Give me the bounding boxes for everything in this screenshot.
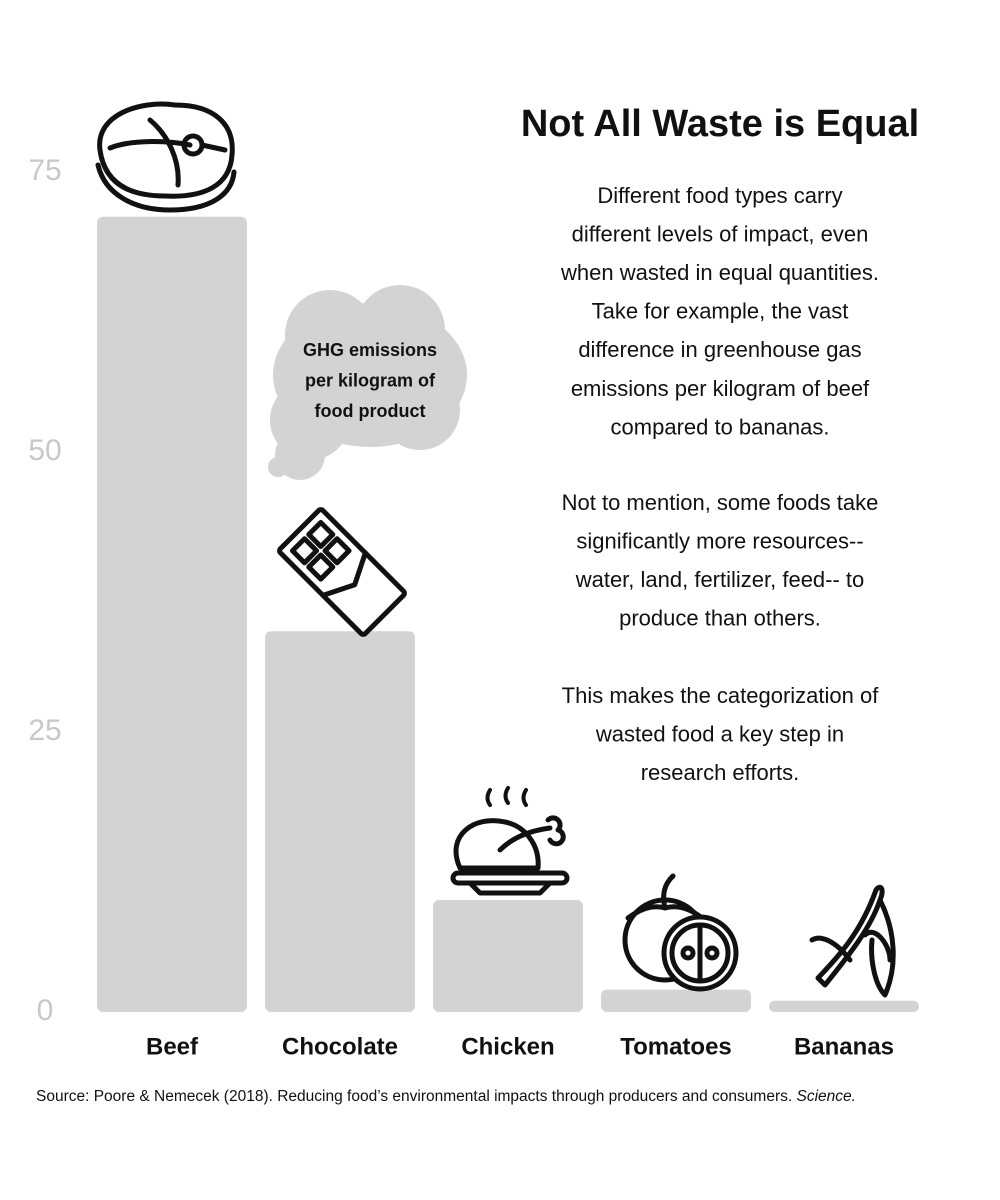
bars [97, 216, 919, 1013]
annotation-bubble [268, 285, 467, 480]
annotation-line: per kilogram of [305, 370, 436, 390]
y-tick-label: 25 [28, 714, 61, 747]
body-text: emissions per kilogram of beef [571, 376, 870, 401]
chocolate-icon [277, 507, 407, 637]
body-text: produce than others. [619, 606, 821, 631]
body-text: significantly more resources-- [576, 528, 863, 553]
bar [601, 989, 751, 1012]
bar [769, 1000, 919, 1012]
tomato-icon [622, 873, 739, 992]
body-text: wasted food a key step in [595, 721, 844, 746]
x-tick-label: Bananas [794, 1033, 894, 1060]
source-text: Source: Poore & Nemecek (2018). Reducing… [36, 1088, 792, 1105]
annotation-line: food product [315, 401, 426, 421]
body-text: compared to bananas. [611, 414, 830, 439]
chicken-icon [450, 786, 570, 896]
y-tick-label: 50 [28, 434, 61, 467]
body-text: when wasted in equal quantities. [560, 260, 879, 285]
x-tick-label: Chicken [461, 1033, 554, 1060]
body-text: research efforts. [641, 760, 800, 785]
bar [265, 631, 415, 1012]
x-tick-label: Chocolate [282, 1033, 398, 1060]
body-text: different levels of impact, even [572, 221, 869, 246]
body-text: Take for example, the vast [592, 299, 849, 324]
x-tick-label: Beef [146, 1033, 199, 1060]
body-text: This makes the categorization of [562, 683, 880, 708]
y-tick-label: 0 [37, 994, 54, 1027]
beef-icon [95, 101, 237, 213]
banana-icon [809, 884, 896, 998]
body-text: difference in greenhouse gas [578, 337, 861, 362]
chart-title: Not All Waste is Equal [521, 103, 919, 145]
bar [97, 216, 247, 1013]
source-note: Source: Poore & Nemecek (2018). Reducing… [36, 1088, 856, 1105]
annotation-line: GHG emissions [303, 340, 437, 360]
body-text: water, land, fertilizer, feed-- to [575, 567, 865, 592]
x-tick-label: Tomatoes [620, 1033, 732, 1060]
y-tick-label: 75 [28, 154, 61, 187]
source-journal: Science. [796, 1088, 855, 1105]
body-text: Different food types carry [597, 183, 842, 208]
bar [433, 900, 583, 1012]
body-text: Not to mention, some foods take [562, 490, 879, 515]
